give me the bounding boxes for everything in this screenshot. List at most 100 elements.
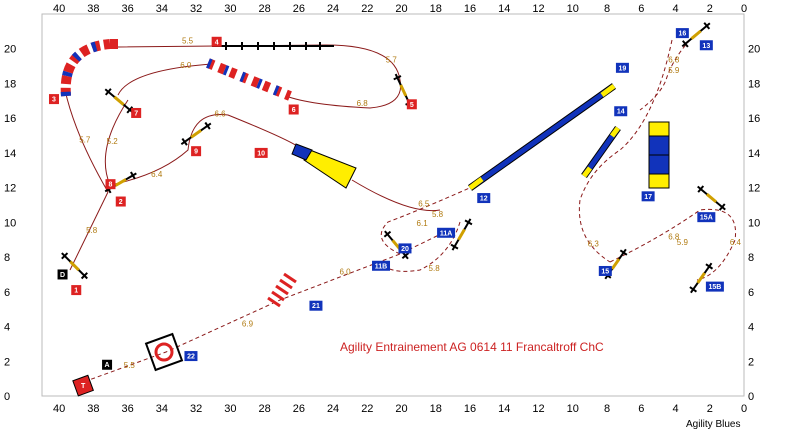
y-tick-label: 18 — [4, 78, 16, 90]
distance-label: 6.3 — [588, 240, 600, 249]
distance-label: 6.8 — [357, 99, 369, 108]
y-tick-label: 12 — [4, 183, 16, 195]
jump-1 — [61, 252, 88, 280]
course-path-lines — [77, 39, 737, 385]
x-tick-label: 8 — [604, 403, 610, 415]
jump-bar-center — [457, 228, 466, 241]
jump-bar-center — [114, 178, 127, 187]
y-tick-label: 18 — [748, 78, 760, 90]
jump-wing — [393, 75, 402, 81]
tag-label: 16 — [678, 31, 686, 38]
path-10-to-12 — [351, 179, 441, 212]
x-tick-label: 10 — [567, 3, 579, 15]
number-tag-14: 14 — [614, 106, 628, 117]
distance-label: 5.7 — [386, 56, 398, 65]
jump-wing — [718, 203, 726, 211]
tag-label: 15 — [601, 268, 609, 275]
y-tick-label: 16 — [4, 113, 16, 125]
y-tick-label: 2 — [748, 356, 754, 368]
number-tag-t: T — [72, 374, 94, 397]
x-tick-label: 24 — [327, 403, 339, 415]
tag-box — [254, 147, 268, 158]
x-tick-label: 12 — [532, 403, 544, 415]
chute-barrel — [291, 143, 313, 161]
path-1-to-2 — [69, 191, 109, 271]
tag-box — [437, 227, 456, 238]
jump-wing — [464, 219, 473, 226]
tag-box — [131, 107, 142, 118]
jump-bar-center — [610, 258, 621, 270]
dogwalk-contact-high — [600, 84, 616, 97]
y-tick-label: 4 — [748, 322, 754, 334]
x-tick-label: 18 — [430, 3, 442, 15]
distance-label: 6.8 — [668, 233, 680, 242]
number-tag-a: A — [102, 359, 113, 370]
tag-box — [614, 106, 628, 117]
x-tick-label: 14 — [498, 403, 510, 415]
x-tick-label: 36 — [121, 3, 133, 15]
x-tick-label: 26 — [293, 403, 305, 415]
number-tag-11a: 11A — [437, 227, 456, 238]
distance-label: 6.0 — [339, 267, 351, 276]
tag-box — [372, 260, 391, 271]
seesaw-14 — [581, 125, 621, 179]
tag-box — [71, 285, 82, 296]
tag-label: 22 — [187, 354, 195, 361]
number-tag-8: 8 — [105, 179, 116, 190]
weave-poles-21 — [267, 272, 297, 308]
x-tick-label: 6 — [638, 3, 644, 15]
number-tag-6: 6 — [288, 104, 299, 115]
distance-label: 6.4 — [730, 238, 742, 247]
jump-7 — [104, 88, 134, 114]
x-tick-label: 28 — [258, 403, 270, 415]
jump-wing — [703, 22, 711, 30]
number-tag-15a: 15A — [697, 212, 716, 223]
y-tick-label: 14 — [748, 148, 760, 160]
tag-label: A — [105, 362, 110, 369]
number-tag-10: 10 — [254, 147, 268, 158]
number-tag-21: 21 — [309, 300, 323, 311]
tag-label: 11B — [375, 263, 387, 270]
x-tick-label: 26 — [293, 3, 305, 15]
jump-11A — [450, 218, 473, 251]
seesaw-contact-low — [582, 166, 592, 178]
tag-label: 17 — [644, 194, 652, 201]
jump-wing — [681, 40, 689, 48]
tag-box — [105, 179, 116, 190]
tag-label: 19 — [619, 65, 627, 72]
chute-tunnel-10 — [291, 143, 357, 189]
jump-bar-center — [690, 29, 702, 40]
weave-pole — [283, 272, 297, 284]
jump-bar-center — [113, 95, 125, 106]
tag-label: 21 — [312, 303, 320, 310]
weave-pole — [279, 278, 293, 290]
path-11-to-12 — [380, 185, 475, 255]
distance-label: 5.9 — [668, 66, 680, 75]
aframe-17 — [648, 121, 670, 189]
seesaw-contact-high — [610, 126, 620, 138]
path-2-to-3 — [64, 89, 109, 193]
number-tag-11b: 11B — [372, 260, 391, 271]
jump-wing — [401, 252, 410, 259]
number-tag-2: 2 — [115, 196, 126, 207]
y-tick-label: 20 — [4, 44, 16, 56]
obstacle-4-planks — [212, 42, 334, 50]
number-tag-22: 22 — [184, 351, 198, 362]
field-border — [41, 13, 745, 397]
y-tick-label: 8 — [748, 252, 754, 264]
x-tick-label: 16 — [464, 3, 476, 15]
x-tick-label: 38 — [87, 403, 99, 415]
x-tick-label: 22 — [361, 403, 373, 415]
number-tag-13: 13 — [699, 40, 713, 51]
x-tick-label: 8 — [604, 3, 610, 15]
path-11-loop — [379, 221, 461, 272]
jump-bar-center — [399, 84, 408, 97]
tag-label: 13 — [702, 43, 710, 50]
y-tick-label: 8 — [4, 252, 10, 264]
tag-box — [598, 265, 612, 276]
x-tick-label: 6 — [638, 403, 644, 415]
tag-label: 4 — [215, 39, 219, 46]
jump-bar-center — [696, 272, 706, 284]
number-tag-3: 3 — [48, 94, 59, 105]
tag-box — [398, 243, 412, 254]
